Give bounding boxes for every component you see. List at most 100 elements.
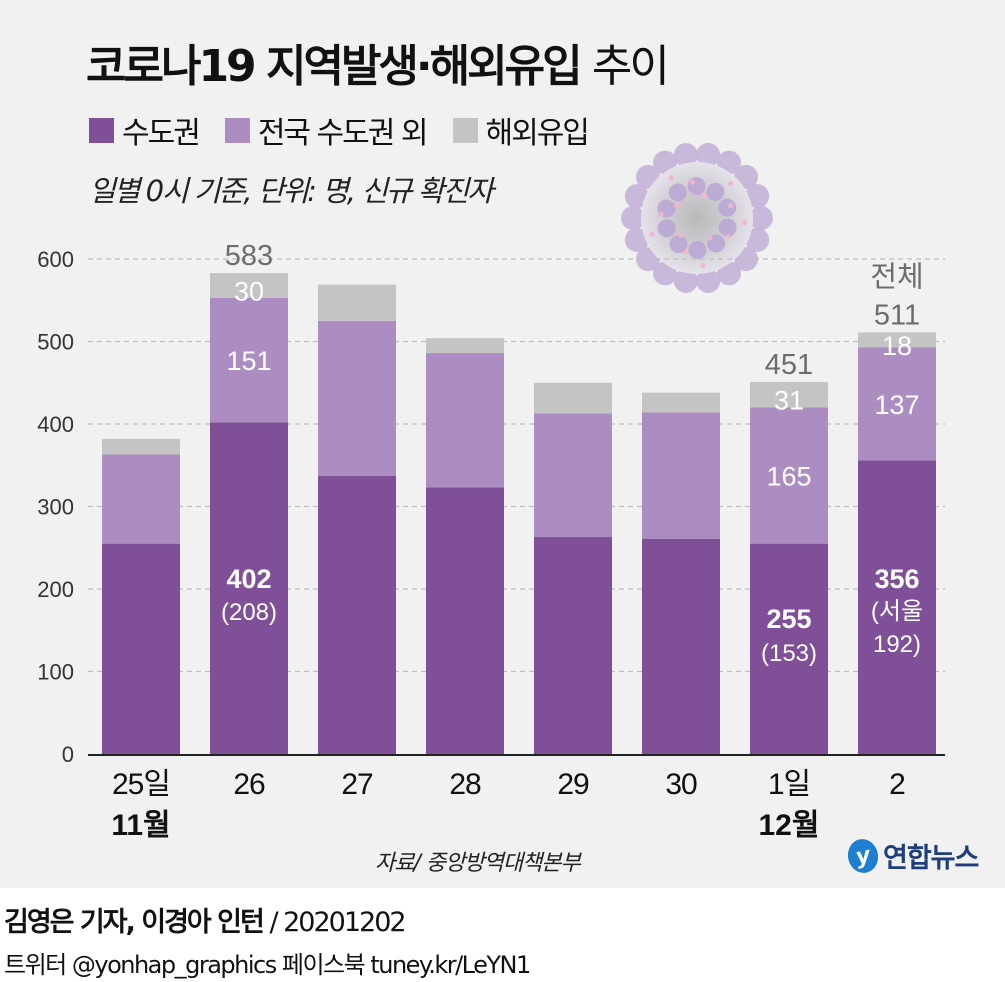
bar-segment-imported (210, 273, 288, 298)
bar-segment-capital (102, 543, 180, 754)
data-label-capital-note: (153) (761, 640, 817, 667)
yonhap-logo-icon: y (844, 835, 882, 876)
legend-label: 전국 수도권 외 (257, 116, 429, 151)
bar-segment-imported (426, 338, 504, 354)
bar-segment-capital (318, 475, 396, 754)
social-links: 트위터 @yonhap_graphics 페이스북 tuney.kr/LeYN1 (4, 951, 531, 979)
data-label-total: 511 (874, 299, 920, 331)
x-tick-label: 27 (341, 768, 373, 801)
y-tick-label: 400 (37, 412, 74, 437)
legend-item-capital: 수도권 (89, 108, 201, 152)
virus-dot (725, 234, 731, 240)
bar-segment-capital (426, 487, 504, 754)
bar-segment-non-capital (858, 347, 936, 461)
data-label-capital-note: 192) (873, 631, 921, 658)
bar-segment-non-capital (642, 412, 720, 539)
virus-dot (649, 231, 655, 237)
virus-spike (673, 269, 698, 294)
data-label-capital: 356 (874, 564, 919, 594)
source-note: 자료/ 중앙방역대책본부 (375, 851, 581, 876)
virus-dot (674, 202, 680, 208)
virus-dot (700, 263, 706, 269)
bar-segment-non-capital (318, 320, 396, 476)
bar-segment-non-capital (534, 413, 612, 538)
credit-date: / 20201202 (262, 907, 406, 938)
x-tick-label: 1일 (768, 768, 810, 801)
legend-item-non-capital: 전국 수도권 외 (224, 108, 429, 152)
x-tick-label: 29 (557, 768, 589, 801)
virus-spike (706, 182, 725, 201)
data-label-non-capital: 137 (874, 390, 919, 420)
legend-swatch-non-capital (224, 117, 250, 143)
virus-dot (702, 192, 708, 198)
x-tick-label: 28 (449, 768, 481, 801)
bar-segment-non-capital (102, 454, 180, 544)
legend-item-imported: 해외유입 (452, 108, 590, 152)
x-tick-label: 2 (889, 768, 905, 801)
virus-dot (742, 220, 748, 226)
bar-segment-non-capital (750, 407, 828, 544)
virus-spike (696, 269, 721, 294)
legend-swatch-imported (452, 117, 478, 143)
x-month-label: 11월 (111, 809, 170, 842)
virus-spike (749, 206, 773, 230)
virus-dot (728, 203, 734, 209)
bar-segment-non-capital (210, 297, 288, 423)
legend-label: 해외유입 (485, 116, 590, 151)
y-tick-label: 300 (37, 495, 74, 520)
virus-dot (690, 179, 696, 185)
chart-subtitle: 일별 0시 기준, 단위: 명, 신규 확진자 (89, 174, 494, 208)
chart-title: 코로나19 지역발생·해외유입 추이 (86, 30, 670, 94)
data-label-total: 451 (765, 349, 813, 381)
virus-spike (688, 240, 707, 259)
x-tick-label: 30 (665, 768, 697, 801)
data-label-total-prefix: 전체 (870, 261, 923, 293)
bar-segment-capital (534, 537, 612, 754)
data-label-imported: 18 (882, 331, 912, 361)
virus-spike (624, 227, 649, 252)
bar-segment-imported (318, 284, 396, 321)
coronavirus-icon (621, 142, 773, 294)
virus-spike (668, 183, 687, 202)
bar-segment-capital (858, 460, 936, 754)
x-month-label: 12월 (759, 809, 820, 842)
legend: 수도권 전국 수도권 외 해외유입 (89, 108, 614, 152)
x-tick-label: 25일 (112, 768, 170, 801)
data-label-non-capital: 165 (766, 462, 811, 492)
virus-dot (658, 211, 664, 217)
data-label-capital-note: (서울 (871, 598, 923, 625)
virus-dot (668, 175, 674, 181)
virus-spike (624, 184, 649, 209)
y-tick-label: 600 (37, 247, 74, 272)
y-tick-label: 100 (37, 660, 74, 685)
data-label-capital: 402 (226, 564, 271, 594)
virus-spike (718, 218, 737, 237)
virus-dot (683, 249, 689, 255)
virus-spike (669, 235, 688, 254)
virus-dot (728, 181, 734, 187)
bar-segment-imported (102, 438, 180, 455)
virus-spike (621, 206, 645, 230)
title-suffix: 추이 (591, 41, 670, 92)
y-tick-label: 500 (37, 330, 74, 355)
credit-names: 김영은 기자, 이경아 인턴 (4, 907, 265, 938)
bar-segment-capital (642, 538, 720, 754)
virus-spike (673, 142, 698, 167)
virus-spike (745, 227, 770, 252)
y-tick-label: 0 (62, 742, 74, 767)
virus-spike (745, 184, 770, 209)
bar-segment-imported (642, 392, 720, 413)
credit-line: 김영은 기자, 이경아 인턴 / 20201202 (4, 900, 407, 939)
data-label-total: 583 (225, 240, 273, 272)
yonhap-logo: y 연합뉴스 (844, 835, 979, 876)
bar-segment-imported (858, 332, 936, 348)
data-label-capital-note: (208) (221, 599, 277, 626)
x-tick-label: 26 (233, 768, 265, 801)
virus-dot (677, 232, 683, 238)
virus-dot (707, 235, 713, 241)
virus-spike (696, 142, 721, 167)
bar-segment-imported (534, 382, 612, 414)
data-label-imported: 30 (234, 276, 264, 306)
bar-segment-non-capital (426, 353, 504, 488)
legend-swatch-capital (89, 117, 114, 143)
